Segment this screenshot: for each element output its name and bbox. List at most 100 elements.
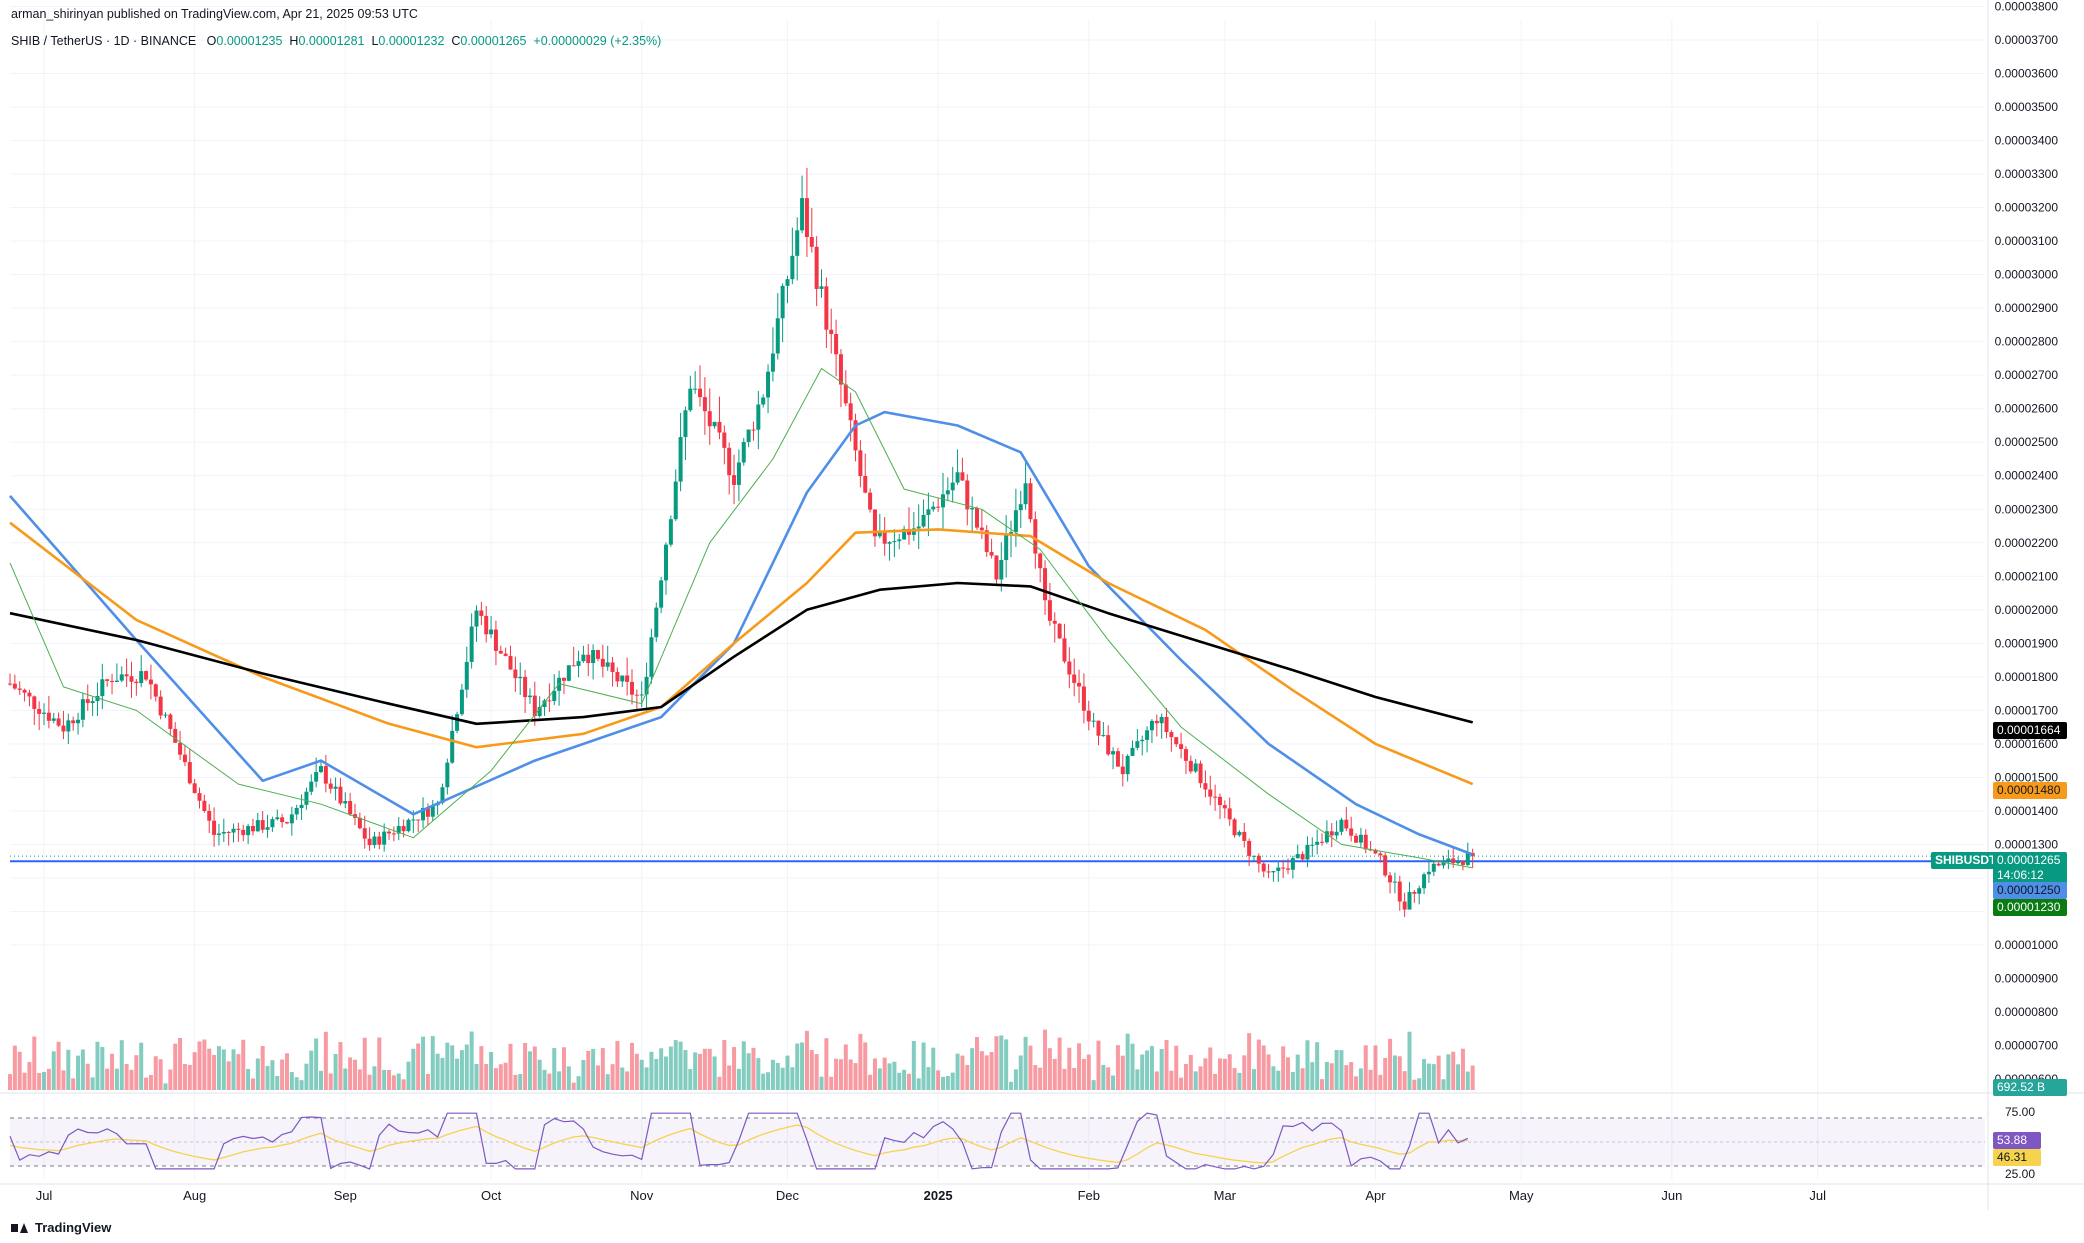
volume-bar <box>1310 1062 1315 1090</box>
volume-bar <box>27 1061 32 1090</box>
volume-bar <box>1130 1043 1135 1090</box>
candle-body <box>940 494 945 508</box>
candle-body <box>353 814 358 818</box>
candle-body <box>265 827 270 830</box>
volume-bar <box>1324 1061 1329 1090</box>
candle-body <box>605 662 610 667</box>
y-tick-label: 0.00002000 <box>1995 603 2059 617</box>
volume-bar <box>309 1050 314 1090</box>
volume-bar <box>824 1038 829 1090</box>
x-tick-label: Oct <box>481 1188 502 1203</box>
volume-bar <box>503 1062 508 1090</box>
volume-bar <box>600 1048 605 1090</box>
y-tick-label: 0.00001800 <box>1995 670 2059 684</box>
candle-body <box>717 421 722 433</box>
x-tick-label: Feb <box>1078 1188 1100 1203</box>
volume-bar <box>1295 1054 1300 1090</box>
volume-bar <box>284 1053 289 1090</box>
y-tick-label: 0.00003100 <box>1995 234 2059 248</box>
volume-bar <box>581 1060 586 1090</box>
x-tick-label: Jul <box>1809 1188 1826 1203</box>
rsi-value-tag: 53.88 <box>1993 1132 2041 1149</box>
volume-bar <box>197 1041 202 1090</box>
candle-body <box>348 801 353 815</box>
candle-body <box>994 555 999 580</box>
candle-body <box>246 825 251 836</box>
volume-bar <box>1072 1068 1077 1090</box>
volume-bar <box>775 1062 780 1090</box>
volume-bar <box>1149 1046 1154 1090</box>
candle-body <box>382 831 387 845</box>
y-tick-label: 0.00002400 <box>1995 469 2059 483</box>
candle-body <box>280 817 285 823</box>
candle-body <box>1402 901 1407 910</box>
y-tick-label: 0.00003800 <box>1995 0 2059 13</box>
candle-body <box>1324 831 1329 843</box>
volume-bar <box>527 1051 532 1090</box>
tradingview-logo[interactable]: TradingView <box>11 1220 111 1235</box>
volume-bar <box>1043 1029 1048 1090</box>
volume-bar <box>780 1067 785 1090</box>
volume-bar <box>353 1059 358 1090</box>
candle-body <box>1023 483 1028 505</box>
symbol-title[interactable]: SHIB / TetherUS · 1D · BINANCE <box>11 34 197 48</box>
candle-body <box>586 654 591 664</box>
candle-body <box>1086 710 1091 722</box>
candle-body <box>824 286 829 330</box>
time-axis[interactable]: Jul Aug Sep Oct Nov Dec 2025 Feb Mar Apr May Jun Jul <box>36 1188 1826 1203</box>
candle-body <box>644 676 649 695</box>
x-tick-label: Jun <box>1661 1188 1682 1203</box>
volume-bar <box>523 1042 528 1090</box>
volume-bar <box>1125 1033 1130 1090</box>
volume-bar <box>1290 1072 1295 1090</box>
y-tick-label: 0.00003300 <box>1995 167 2059 181</box>
volume-bar <box>853 1063 858 1090</box>
volume-bar <box>1242 1055 1247 1090</box>
volume-bar <box>863 1042 868 1090</box>
candle-body <box>66 720 71 732</box>
volume-bar <box>474 1063 479 1090</box>
volume-bar <box>595 1065 600 1090</box>
candle-body <box>182 754 187 763</box>
volume-bar <box>1018 1055 1023 1090</box>
candle-body <box>489 629 494 635</box>
candle-body <box>868 492 873 510</box>
candle-body <box>906 528 911 535</box>
candle-body <box>1363 834 1368 850</box>
candle-body <box>576 661 581 666</box>
candle-body <box>139 671 144 684</box>
volume-bar <box>1402 1071 1407 1090</box>
volume-bar <box>722 1040 727 1090</box>
ohlc-close-key: C <box>451 34 461 48</box>
volume-bar <box>561 1047 566 1090</box>
volume-bar <box>639 1059 644 1090</box>
volume-bar <box>732 1047 737 1090</box>
candle-body <box>600 658 605 667</box>
candle-body <box>1256 855 1261 864</box>
volume-bar <box>800 1042 805 1090</box>
candle-body <box>1271 871 1276 873</box>
candle-body <box>1227 808 1232 820</box>
volume-bar <box>178 1037 183 1090</box>
volume-bar <box>280 1059 285 1090</box>
candle-body <box>144 671 149 680</box>
candle-body <box>838 354 843 385</box>
volume-bar <box>1169 1070 1174 1090</box>
volume-bar <box>212 1054 217 1090</box>
volume-bars <box>8 1029 1475 1090</box>
volume-bar <box>32 1036 37 1090</box>
candle-body <box>1276 867 1281 872</box>
candle-body <box>571 665 576 667</box>
volume-bar <box>299 1080 304 1090</box>
volume-bar <box>411 1048 416 1090</box>
volume-bar <box>216 1046 221 1090</box>
volume-bar <box>795 1043 800 1090</box>
candle-body <box>450 730 455 763</box>
volume-bar <box>1203 1058 1208 1090</box>
price-axis[interactable]: 0.000010000.000011000.000012000.00001300… <box>1995 0 2059 1181</box>
candle-body <box>629 681 634 695</box>
volume-bar <box>71 1078 76 1090</box>
volume-bar <box>829 1076 834 1090</box>
candle-body <box>1451 858 1456 864</box>
